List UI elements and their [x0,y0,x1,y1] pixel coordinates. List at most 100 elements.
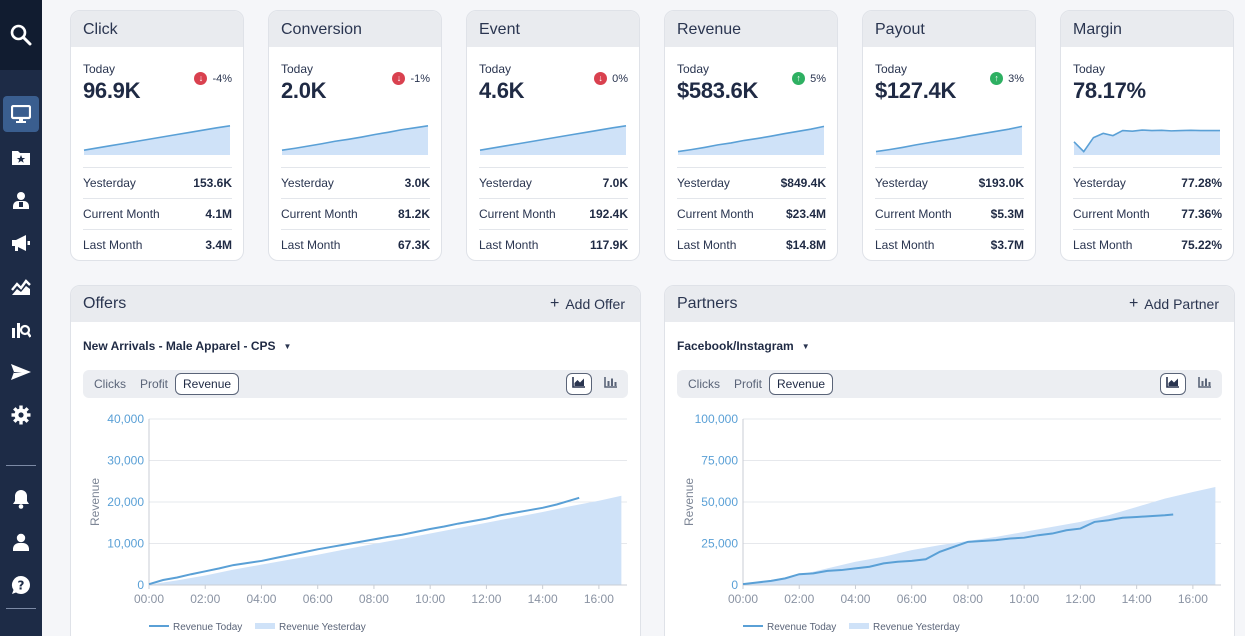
svg-text:?: ? [18,579,25,593]
arrow-down-icon: ↓ [594,72,608,85]
y-tick-label: 100,000 [695,412,739,426]
kpi-card-event: Event Today 4.6K ↓ 0% Yesterday 7.0K Current Mo… [466,10,640,261]
kpi-sparkline [281,125,429,155]
sidebar-item-dashboard[interactable] [0,96,42,132]
x-tick-label: 12:00 [471,592,501,606]
y-tick-label: 0 [137,578,144,592]
bar-chart-button[interactable] [1192,373,1218,395]
sidebar-item-campaigns[interactable] [0,225,42,261]
arrow-up-icon: ↑ [990,72,1004,85]
folder-star-icon [11,148,31,166]
kpi-row-value: $193.0K [978,176,1024,190]
kpi-row: Yesterday 77.28% [1073,167,1222,198]
x-tick-label: 04:00 [246,592,276,606]
kpi-delta-value: 0% [612,72,628,85]
sidebar-item-partners[interactable] [0,182,42,218]
kpi-delta: ↑ 5% [792,72,826,85]
tab-clicks[interactable]: Clicks [94,377,126,391]
tab-clicks[interactable]: Clicks [688,377,720,391]
kpi-row-label: Yesterday [875,176,928,190]
kpi-title: Click [71,11,243,47]
kpi-row: Yesterday 153.6K [83,167,232,198]
search-icon[interactable] [10,24,32,70]
kpi-card-revenue: Revenue Today $583.6K ↑ 5% Yesterday $849.4K Cu… [664,10,838,261]
kpi-row: Current Month $23.4M [677,198,826,229]
kpi-row-label: Yesterday [83,176,136,190]
sidebar-item-reports[interactable] [0,311,42,347]
area-chart-button[interactable] [566,373,592,395]
sidebar-item-notifications[interactable] [0,481,42,517]
bar-chart-icon [604,375,618,393]
report-search-icon [11,320,31,338]
partner-selector[interactable]: Facebook/Instagram ▼ [677,339,810,353]
user-tie-icon [12,191,30,209]
add-offer-button[interactable]: + Add Offer [550,296,625,313]
x-tick-label: 00:00 [134,592,164,606]
kpi-row-value: 67.3K [397,238,430,252]
sidebar-item-settings[interactable] [0,397,42,433]
kpi-row-value: $849.4K [780,176,826,190]
sparkline-line [479,125,627,151]
add-partner-label: Add Partner [1144,296,1219,312]
bell-icon [12,489,30,509]
tab-profit[interactable]: Profit [734,377,763,391]
kpi-title: Conversion [269,11,441,47]
tab-profit[interactable]: Profit [140,377,169,391]
tab-revenue[interactable]: Revenue [769,373,834,395]
kpi-today-label: Today [281,62,314,76]
y-tick-label: 0 [731,578,738,592]
kpi-row-value: $14.8M [785,238,826,252]
kpi-row: Current Month 77.36% [1073,198,1222,229]
area-chart-icon [572,375,586,393]
kpi-row-label: Last Month [479,238,539,252]
user-icon [12,533,30,551]
offers-revenue-chart: 0 10,000 20,000 30,000 40,000 Revenue 00:00 02:… [88,412,627,633]
bar-chart-button[interactable] [598,373,624,395]
kpi-today-value: 96.9K [83,78,141,103]
sidebar-item-profile[interactable] [0,524,42,560]
sidebar-item-help[interactable]: ? [0,567,42,603]
kpi-row-label: Yesterday [677,176,730,190]
kpi-row-value: 3.4M [205,238,232,252]
kpi-row-label: Current Month [83,207,160,221]
sparkline-area [84,125,230,155]
kpi-row-value: 77.28% [1181,176,1222,190]
sidebar: ? [0,0,42,636]
legend-swatch-revenue-yesterday [849,623,869,629]
kpi-row: Yesterday $193.0K [875,167,1024,198]
kpi-today-label: Today [875,62,908,76]
partners-revenue-chart: 0 25,000 50,000 75,000 100,000 Revenue 00:00 02… [682,412,1221,633]
arrow-up-icon: ↑ [792,72,806,85]
kpi-sparkline [677,125,825,155]
kpi-title: Revenue [665,11,837,47]
sidebar-divider-bottom [6,608,36,609]
kpi-row-value: $5.3M [990,207,1024,221]
series-line-revenue-today [148,496,580,586]
sidebar-item-offers[interactable] [0,139,42,175]
legend-label-revenue-yesterday: Revenue Yesterday [873,622,960,633]
kpi-row-label: Last Month [83,238,143,252]
kpi-row-value: 192.4K [589,207,628,221]
add-partner-button[interactable]: + Add Partner [1129,296,1219,313]
y-tick-label: 30,000 [107,454,144,468]
kpi-row-value: 7.0K [602,176,628,190]
y-tick-label: 40,000 [107,412,144,426]
kpi-card-click: Click Today 96.9K ↓ -4% Yesterday 153.6K Curren… [70,10,244,261]
x-tick-label: 02:00 [784,592,814,606]
kpi-today-value: 4.6K [479,78,525,103]
y-tick-label: 20,000 [107,495,144,509]
kpi-row-label: Current Month [875,207,952,221]
sidebar-item-send[interactable] [0,354,42,390]
offer-selector[interactable]: New Arrivals - Male Apparel - CPS ▼ [83,339,291,353]
x-tick-label: 08:00 [953,592,983,606]
x-tick-label: 10:00 [1009,592,1039,606]
sidebar-item-analytics[interactable] [0,268,42,304]
tab-revenue[interactable]: Revenue [175,373,240,395]
kpi-title: Event [467,11,639,47]
x-tick-label: 02:00 [190,592,220,606]
offer-selector-value: New Arrivals - Male Apparel - CPS [83,339,276,353]
kpi-row-label: Yesterday [479,176,532,190]
kpi-sparkline [1073,129,1220,155]
kpi-title: Margin [1061,11,1233,47]
area-chart-button[interactable] [1160,373,1186,395]
